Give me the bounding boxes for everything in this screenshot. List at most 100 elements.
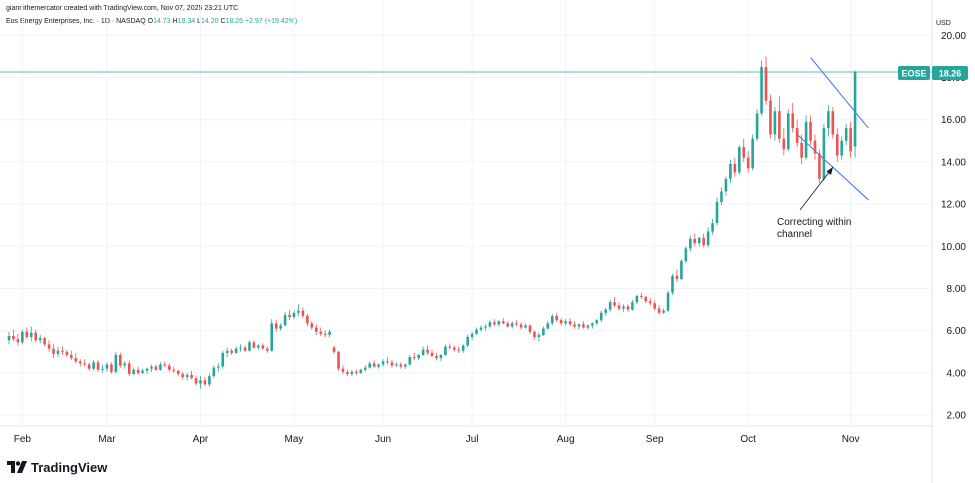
candle [778, 96, 781, 143]
candle-body [444, 346, 447, 355]
candle-body [617, 305, 621, 309]
candle [404, 363, 407, 369]
candle-body [827, 111, 830, 129]
candle [257, 344, 260, 350]
time-tick-label: Apr [193, 434, 209, 445]
candle-body [470, 333, 474, 338]
candle-body [292, 312, 296, 317]
candle [172, 366, 176, 373]
candle [319, 327, 323, 336]
price-badge: EOSE 18.26 [898, 66, 968, 80]
candle-body [185, 375, 189, 378]
candle [822, 123, 826, 181]
time-tick-label: Nov [842, 434, 860, 445]
candle [261, 343, 265, 350]
candle [274, 320, 278, 332]
candle [265, 346, 269, 353]
candle [239, 344, 242, 352]
candle-body [760, 66, 763, 114]
candle-body [172, 369, 176, 371]
candle [252, 340, 256, 349]
tradingview-logo-text: TradingView [31, 459, 108, 475]
candle [733, 157, 737, 177]
candle [827, 104, 830, 137]
candle [199, 376, 202, 389]
candle [528, 324, 532, 334]
candle-body [78, 361, 82, 364]
candle [105, 362, 109, 372]
candle [791, 102, 795, 133]
candle [599, 310, 603, 323]
price-tick-label: 20.00 [941, 31, 966, 42]
candle-body [190, 375, 193, 379]
annotation-arrow [799, 166, 834, 211]
candle [706, 227, 710, 248]
candle-body [711, 223, 714, 232]
tradingview-logo[interactable]: TradingView [7, 459, 107, 475]
candle-body [114, 354, 118, 372]
candle-body [439, 354, 443, 359]
time-axis[interactable]: Feb Mar Apr May Jun Jul Aug Sep Oct Nov [14, 434, 860, 445]
candle [176, 369, 180, 377]
annotation-text-line1: Correcting within [777, 217, 851, 228]
created-by-label: giannithemercator created with TradingVi… [6, 5, 239, 12]
candle [208, 373, 211, 387]
candle-body [697, 237, 701, 244]
candle-body [519, 324, 523, 328]
candle [737, 145, 741, 175]
candle-body [208, 376, 211, 385]
candle-body [515, 323, 518, 325]
candle-body [840, 140, 844, 156]
candle-body [127, 363, 131, 374]
candle-body [488, 322, 492, 327]
candle-body [181, 373, 184, 378]
candle-body [288, 314, 291, 317]
candle [332, 345, 336, 354]
candle-body [203, 380, 207, 385]
annotation-arrow-head [826, 167, 833, 175]
candle-body [417, 354, 420, 359]
candle-body [657, 308, 661, 313]
candle-body [25, 331, 29, 338]
candle-body [408, 357, 412, 365]
candle-body [350, 371, 354, 374]
candle [377, 363, 380, 369]
candle [132, 367, 135, 376]
candle-body [746, 157, 750, 169]
candle-body [43, 338, 46, 345]
tradingview-logo-icon [7, 461, 27, 473]
candle [372, 360, 376, 368]
candle-body [626, 306, 630, 310]
candle [221, 350, 225, 369]
candle [399, 362, 403, 369]
candle-body [461, 345, 465, 351]
candle [168, 363, 171, 372]
symbol-description: Eos Energy Enterprises, Inc. · 1D · NASD… [6, 18, 146, 25]
candle [119, 352, 122, 368]
candle [230, 348, 233, 355]
candle-body [550, 315, 554, 324]
time-tick-label: May [285, 434, 304, 445]
price-axis[interactable]: 2.004.006.008.0010.0012.0014.0016.0018.0… [941, 31, 966, 422]
candle [720, 187, 723, 206]
candle [524, 323, 527, 329]
candle [150, 364, 153, 372]
candle-body [853, 72, 857, 147]
candle-body [65, 351, 69, 355]
candle [559, 318, 563, 326]
candle [724, 176, 728, 196]
candle [729, 159, 732, 183]
time-tick-label: Mar [98, 434, 116, 445]
candle-body [475, 329, 478, 334]
candle [475, 327, 478, 335]
candle-body [306, 315, 309, 324]
candle [216, 363, 220, 372]
candle [501, 318, 505, 325]
candle-body [279, 325, 282, 329]
candle [773, 107, 777, 141]
candle [421, 346, 425, 357]
candle-body [199, 380, 202, 384]
candle-body [38, 338, 42, 341]
